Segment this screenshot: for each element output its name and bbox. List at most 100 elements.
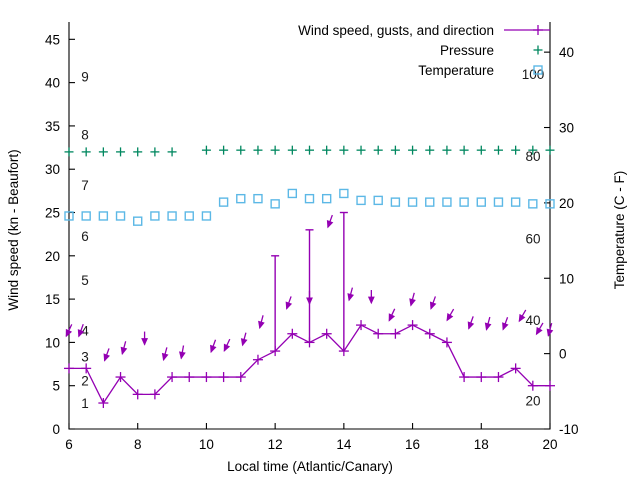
data-marker xyxy=(64,211,74,221)
data-marker xyxy=(150,211,160,221)
wind-direction-arrow xyxy=(484,316,492,331)
fahrenheit-label: 60 xyxy=(525,231,540,246)
y2-tick-label: 20 xyxy=(559,196,574,211)
x-tick-label: 20 xyxy=(542,437,557,452)
wind-direction-arrow xyxy=(388,308,396,322)
wind-direction-arrow xyxy=(178,345,186,360)
fahrenheit-label: 40 xyxy=(525,313,540,328)
data-marker xyxy=(545,199,555,209)
wind-direction-arrow xyxy=(502,317,509,331)
beaufort-label: 8 xyxy=(81,128,89,143)
data-series xyxy=(64,145,555,409)
beaufort-label: 2 xyxy=(81,374,89,389)
data-marker xyxy=(81,211,91,221)
data-marker xyxy=(356,195,366,206)
data-marker xyxy=(253,193,263,204)
data-marker xyxy=(304,193,315,204)
data-marker xyxy=(167,211,177,221)
wind-direction-arrow xyxy=(347,287,355,302)
data-marker xyxy=(236,193,246,204)
y-tick-label: 40 xyxy=(45,76,60,91)
y2-axis-title: Temperature (C - F) xyxy=(612,171,627,290)
legend-label: Wind speed, gusts, and direction xyxy=(298,23,494,38)
data-marker xyxy=(510,197,521,207)
wind-direction-arrow xyxy=(446,308,455,322)
x-tick-label: 12 xyxy=(268,437,283,452)
data-marker xyxy=(184,211,194,221)
y-tick-label: 10 xyxy=(45,335,60,350)
data-marker xyxy=(528,199,538,209)
x-tick-label: 16 xyxy=(405,437,420,452)
y-tick-label: 45 xyxy=(45,32,60,47)
wind-direction-arrow xyxy=(429,296,437,310)
beaufort-label: 4 xyxy=(81,323,89,338)
y-tick-label: 25 xyxy=(45,206,60,221)
y-axis-title: Wind speed (kn - Beaufort) xyxy=(6,149,21,310)
fahrenheit-label: 20 xyxy=(525,393,540,408)
series-gusts xyxy=(271,211,348,352)
wind-direction-arrow xyxy=(409,292,416,307)
wind-direction-arrow xyxy=(518,309,527,323)
data-marker xyxy=(390,197,401,207)
y-tick-label: 15 xyxy=(45,292,60,307)
x-tick-label: 14 xyxy=(336,437,352,452)
data-marker xyxy=(442,197,452,207)
data-marker xyxy=(133,216,143,226)
data-marker xyxy=(493,197,504,207)
beaufort-label: 1 xyxy=(81,396,89,411)
series-temperature xyxy=(64,188,555,226)
wind-direction-arrow xyxy=(141,331,149,346)
fahrenheit-label: 80 xyxy=(525,149,540,164)
wind-direction-arrow xyxy=(546,322,554,337)
y2-tick-label: 0 xyxy=(559,347,567,362)
y-tick-label: 5 xyxy=(52,379,60,394)
data-marker xyxy=(115,211,126,221)
fahrenheit-label: 100 xyxy=(522,67,545,82)
wind-direction-arrow xyxy=(77,323,85,338)
wind-direction-arrow xyxy=(240,332,248,347)
data-marker xyxy=(270,199,280,209)
legend-label: Temperature xyxy=(418,63,494,78)
wind-direction-arrow xyxy=(161,347,169,362)
wind-direction-arrow xyxy=(367,290,375,305)
legend: Wind speed, gusts, and direction Pressure… xyxy=(298,23,550,78)
legend-label: Pressure xyxy=(440,43,494,58)
beaufort-label: 7 xyxy=(81,178,89,193)
data-marker xyxy=(287,188,298,199)
inner-scale-labels: 1 2 3 4 5 6 7 8 9 20 40 60 80 100 xyxy=(81,67,544,411)
wind-direction-arrow xyxy=(120,341,128,356)
wind-direction-arrow xyxy=(258,315,265,330)
y2-tick-label: -10 xyxy=(559,422,579,437)
wind-direction-arrow xyxy=(223,338,231,353)
data-marker xyxy=(339,188,349,199)
series-pressure xyxy=(64,145,555,157)
data-marker xyxy=(459,197,469,207)
wind-direction-arrow xyxy=(467,316,475,330)
data-marker xyxy=(321,193,332,204)
data-marker xyxy=(407,197,418,207)
wind-direction-arrow xyxy=(326,214,334,229)
y-tick-label: 30 xyxy=(45,162,60,177)
y-tick-label: 0 xyxy=(52,422,60,437)
data-marker xyxy=(201,211,212,221)
x-tick-label: 8 xyxy=(134,437,142,452)
data-marker xyxy=(373,195,383,206)
axis-frame xyxy=(68,22,551,430)
y-tick-label: 35 xyxy=(45,119,60,134)
wind-direction-arrow xyxy=(65,324,73,338)
wind-direction-arrows xyxy=(65,214,554,362)
y-tick-label: 20 xyxy=(45,249,60,264)
x-tick-label: 6 xyxy=(65,437,73,452)
y2-tick-label: 40 xyxy=(559,45,574,60)
beaufort-label: 5 xyxy=(81,273,89,288)
wind-direction-arrow xyxy=(103,348,110,362)
data-marker xyxy=(98,211,109,221)
beaufort-label: 6 xyxy=(81,229,89,244)
data-marker xyxy=(425,197,435,207)
x-axis-title: Local time (Atlantic/Canary) xyxy=(227,459,393,474)
y2-tick-label: 10 xyxy=(559,271,574,286)
